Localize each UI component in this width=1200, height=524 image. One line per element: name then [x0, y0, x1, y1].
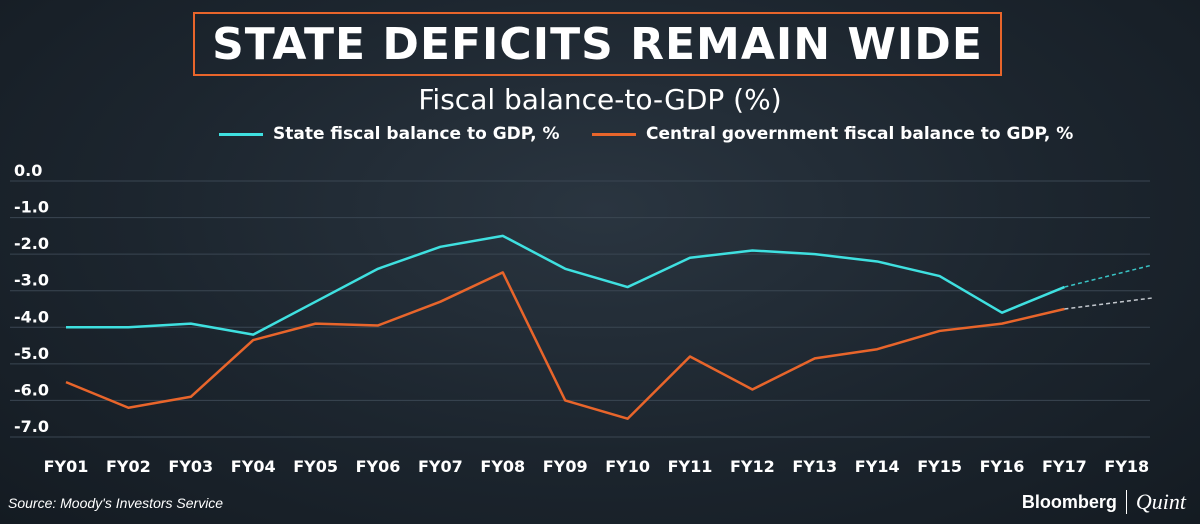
- title-box: STATE DEFICITS REMAIN WIDE: [193, 12, 1002, 76]
- x-tick-label: FY13: [792, 457, 837, 476]
- y-tick-label: -3.0: [14, 271, 49, 290]
- x-tick-label: FY01: [44, 457, 89, 476]
- x-tick-label: FY05: [293, 457, 338, 476]
- x-tick-label: FY04: [231, 457, 276, 476]
- legend-swatch-state: [219, 132, 263, 136]
- source-note: Source: Moody's Investors Service: [8, 495, 224, 511]
- grid-lines: [10, 180, 1150, 438]
- y-tick-label: -7.0: [14, 417, 49, 436]
- brand-divider: [1125, 490, 1127, 514]
- brand-bloomberg: Bloomberg: [1021, 491, 1117, 512]
- y-tick-labels: 0.0 -1.0 -2.0 -3.0 -4.0 -5.0 -6.0 -7.0: [14, 161, 49, 436]
- projection-line-0: [1064, 264, 1153, 288]
- x-tick-label: FY07: [418, 457, 463, 476]
- y-tick-label: -5.0: [14, 344, 49, 363]
- x-tick-label: FY14: [855, 457, 900, 476]
- x-tick-label: FY03: [168, 457, 213, 476]
- x-tick-labels: FY01 FY02 FY03 FY04 FY05 FY06 FY07 FY08 FY09 FY10…: [44, 457, 1150, 476]
- y-tick-label: -2.0: [14, 234, 49, 253]
- brand-quint: Quint: [1135, 489, 1186, 514]
- series-line-0: [66, 234, 1065, 336]
- series-lines: [65, 234, 1153, 420]
- x-tick-label: FY09: [543, 457, 588, 476]
- y-tick-label: -1.0: [14, 198, 49, 217]
- x-tick-label: FY06: [356, 457, 401, 476]
- legend-label-state: State fiscal balance to GDP, %: [273, 124, 560, 144]
- x-tick-label: FY10: [605, 457, 650, 476]
- page-title: STATE DEFICITS REMAIN WIDE: [212, 18, 983, 70]
- projection-line-1: [1064, 297, 1153, 310]
- x-tick-label: FY02: [106, 457, 151, 476]
- x-tick-label: FY12: [730, 457, 775, 476]
- series-line-1: [65, 271, 1065, 420]
- y-tick-label: -4.0: [14, 307, 49, 326]
- x-tick-label: FY16: [980, 457, 1025, 476]
- legend-label-central: Central government fiscal balance to GDP…: [646, 124, 1074, 144]
- y-tick-label: -6.0: [14, 380, 49, 399]
- x-tick-label: FY11: [668, 457, 713, 476]
- y-tick-label: 0.0: [14, 161, 42, 180]
- x-tick-label: FY18: [1104, 457, 1149, 476]
- legend-item-central: Central government fiscal balance to GDP…: [592, 124, 1073, 144]
- brand-logo: Bloomberg Quint: [1022, 489, 1186, 515]
- legend: State fiscal balance to GDP, % Central g…: [0, 124, 1200, 148]
- x-tick-label: FY15: [917, 457, 962, 476]
- chart-title: Fiscal balance-to-GDP (%): [418, 83, 782, 116]
- x-tick-label: FY17: [1042, 457, 1087, 476]
- x-tick-label: FY08: [480, 457, 525, 476]
- legend-swatch-central: [592, 132, 636, 136]
- legend-item-state: State fiscal balance to GDP, %: [219, 124, 560, 144]
